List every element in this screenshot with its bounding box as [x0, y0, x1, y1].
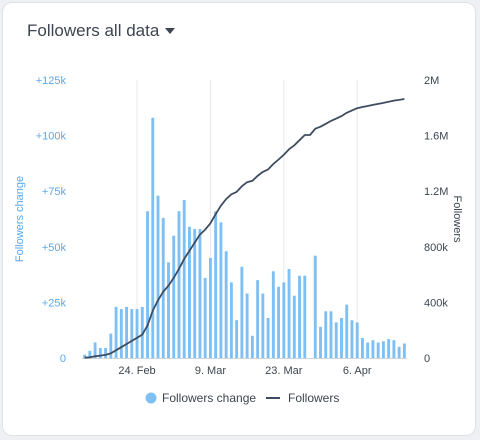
bar	[277, 286, 281, 358]
bar	[381, 341, 385, 358]
bar	[324, 311, 328, 358]
chart-title: Followers all data	[27, 21, 160, 40]
bar	[402, 343, 406, 358]
left-axis-title: Followers change	[14, 176, 26, 262]
chart-card: Followers all data	[2, 2, 476, 436]
right-tick-label: 2M	[424, 75, 439, 87]
bar	[177, 211, 181, 358]
bar	[387, 339, 391, 358]
x-tick-label: 9. Mar	[195, 365, 227, 377]
bar	[151, 117, 155, 358]
bar	[313, 255, 317, 358]
title-dropdown[interactable]: Followers all data	[27, 21, 176, 41]
bar	[245, 293, 249, 358]
left-tick-label: 0	[60, 353, 66, 365]
bar	[93, 342, 97, 358]
bar	[376, 342, 380, 358]
legend-label-followers-change: Followers change	[162, 391, 256, 405]
bar	[366, 342, 370, 358]
right-tick-label: 1.6M	[424, 131, 448, 143]
bar	[98, 347, 102, 358]
bar	[167, 262, 170, 358]
legend-label-followers: Followers	[288, 391, 339, 405]
bar	[250, 335, 254, 358]
bar	[214, 211, 218, 358]
bar	[146, 211, 149, 358]
x-tick-label: 23. Mar	[265, 365, 303, 377]
left-tick-label: +100k	[36, 131, 67, 143]
bar	[329, 311, 333, 358]
followers-line	[84, 98, 405, 359]
bar	[303, 275, 307, 358]
bar	[298, 275, 301, 358]
bar	[198, 229, 202, 358]
caret-down-icon	[165, 28, 176, 34]
bar	[287, 269, 291, 358]
bar	[334, 322, 338, 358]
bar	[282, 282, 286, 358]
right-tick-label: 0	[424, 353, 430, 365]
bar	[271, 271, 275, 358]
bar	[292, 295, 296, 358]
bar	[104, 347, 108, 358]
bar	[182, 200, 186, 358]
right-tick-label: 400k	[424, 297, 448, 309]
bar	[240, 266, 244, 358]
bar	[229, 282, 233, 358]
bar	[109, 333, 113, 358]
legend[interactable]: Followers change Followers	[145, 391, 340, 405]
bar	[392, 340, 396, 358]
bar	[208, 257, 212, 358]
bar	[371, 340, 375, 358]
x-tick-label: 24. Feb	[118, 365, 155, 377]
bar	[256, 280, 260, 358]
right-tick-label: 800k	[424, 242, 448, 254]
bar	[355, 322, 359, 358]
bar	[140, 306, 144, 358]
bar	[397, 346, 401, 358]
left-tick-label: +75k	[42, 186, 67, 198]
bar	[340, 317, 343, 358]
left-tick-label: +125k	[36, 75, 67, 87]
bar	[261, 293, 265, 358]
bar	[345, 304, 349, 358]
bar	[224, 251, 228, 358]
bar	[88, 350, 92, 358]
bar	[114, 306, 118, 358]
bar	[161, 217, 165, 358]
left-tick-label: +25k	[42, 297, 67, 309]
legend-marker-followers-change	[145, 392, 157, 404]
bar	[172, 235, 176, 358]
right-tick-label: 1.2M	[424, 186, 448, 198]
right-axis-title: Followers	[451, 195, 463, 243]
bar	[219, 222, 223, 358]
bar	[83, 354, 87, 358]
bar	[188, 226, 191, 358]
bar	[350, 320, 354, 358]
bar	[203, 277, 207, 358]
bar	[319, 326, 322, 358]
bar	[235, 320, 239, 358]
bar	[119, 309, 123, 358]
bar	[125, 306, 128, 358]
x-tick-label: 6. Apr	[343, 365, 372, 377]
bar	[361, 337, 364, 358]
bar	[135, 309, 139, 358]
bar	[193, 229, 197, 358]
bar	[156, 195, 160, 358]
left-tick-label: +50k	[42, 242, 67, 254]
bar	[266, 317, 270, 358]
bar	[130, 309, 134, 358]
